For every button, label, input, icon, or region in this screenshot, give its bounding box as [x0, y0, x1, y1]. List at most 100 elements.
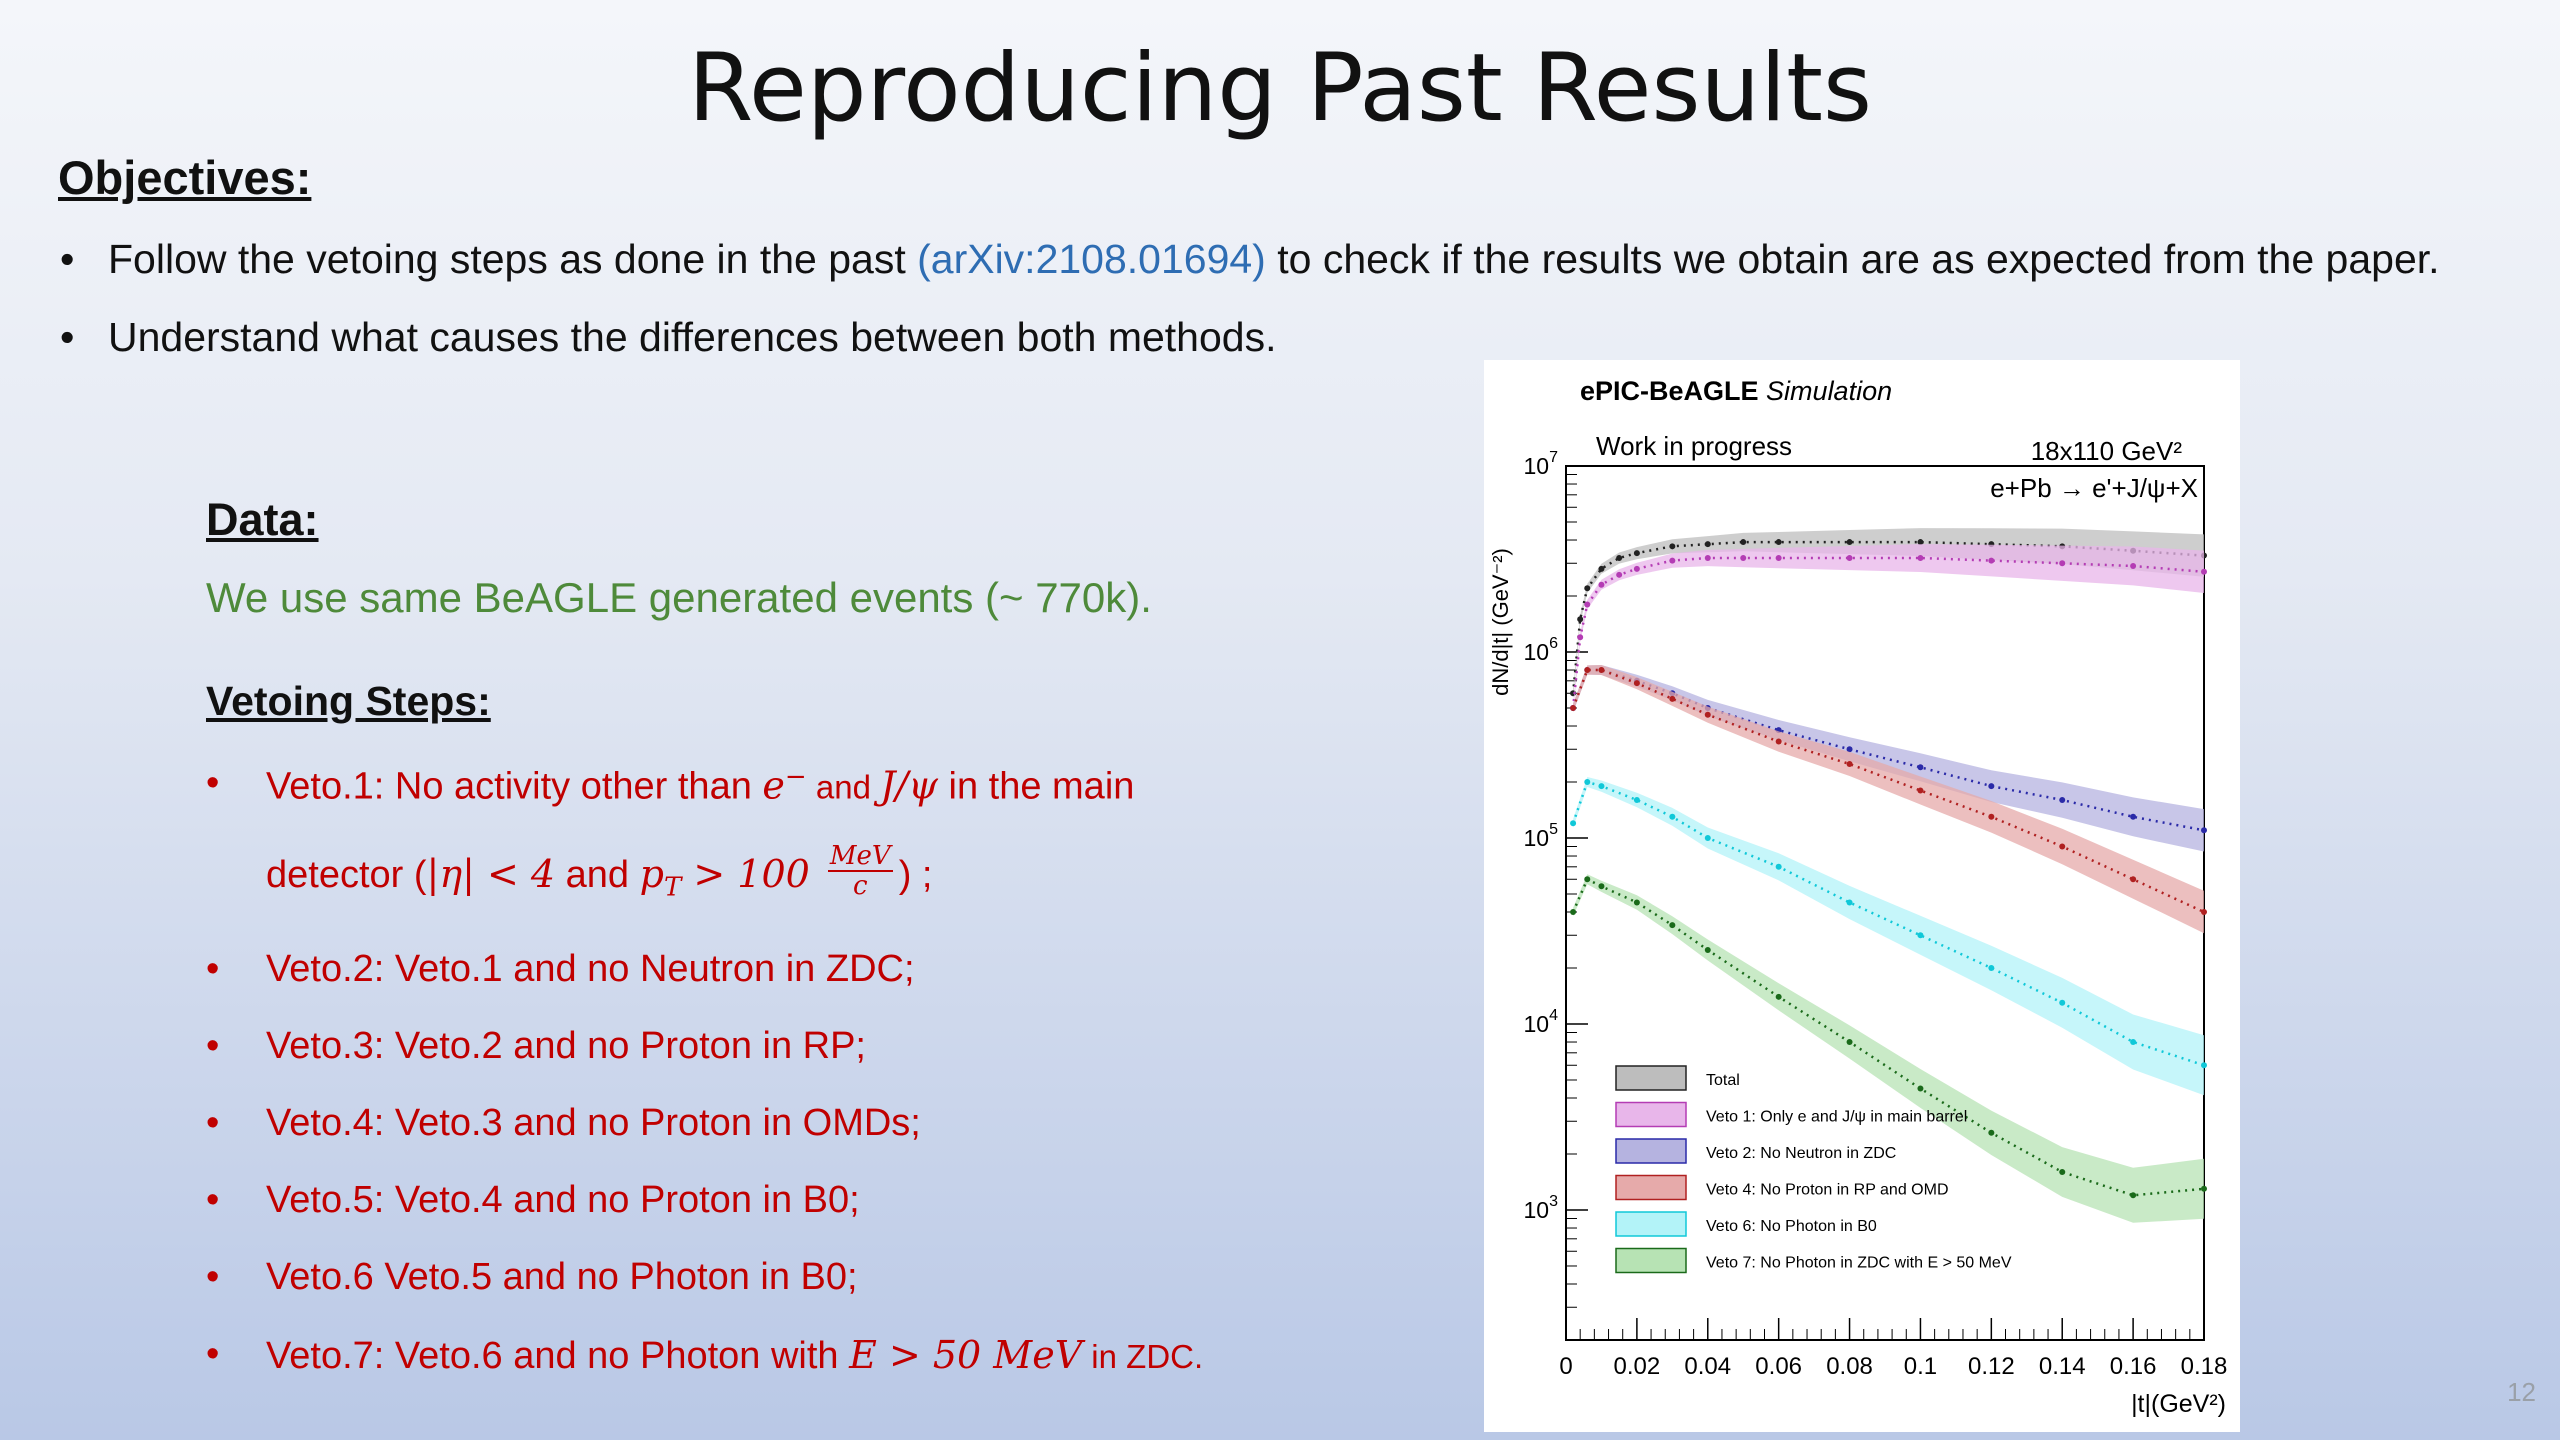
- data-point: [1917, 764, 1924, 771]
- series-error-band: [1573, 874, 2204, 1223]
- x-tick-label: 0.12: [1968, 1353, 2015, 1380]
- bullet-dot: •: [206, 762, 220, 804]
- data-point: [1704, 555, 1711, 562]
- veto-text-part: and: [806, 768, 881, 806]
- objective-text: Understand what causes the differences b…: [108, 314, 1277, 360]
- y-axis-label: dN/d|t| (GeV⁻²): [1488, 548, 1513, 696]
- legend-swatch: [1615, 1211, 1687, 1237]
- x-tick-label: 0.04: [1684, 1353, 1731, 1380]
- data-point: [1616, 555, 1623, 562]
- series-error-band: [1573, 544, 2204, 713]
- veto-item-1-cont: detector (|η| < 4 and pT > 100 MeV c) ;: [266, 842, 932, 906]
- y-tick-label: 103: [1524, 1193, 1559, 1223]
- veto-text: Veto.1: No activity other than e− and J/…: [266, 762, 1134, 809]
- x-tick-label: 0.08: [1826, 1353, 1873, 1380]
- data-point: [1704, 541, 1711, 548]
- data-point: [1633, 680, 1640, 687]
- data-point: [2130, 562, 2137, 569]
- veto-text-part: and: [555, 854, 640, 897]
- y-tick-label: 104: [1524, 1007, 1559, 1037]
- data-point: [2130, 876, 2137, 883]
- data-point: [1633, 565, 1640, 572]
- data-point: [1570, 909, 1577, 916]
- data-point: [1598, 883, 1605, 890]
- data-point: [1917, 787, 1924, 794]
- data-point: [1988, 783, 1995, 790]
- series-5: [1570, 777, 2207, 1096]
- data-point: [1988, 557, 1995, 564]
- series-error-band: [1573, 665, 2204, 934]
- objective-text-part: to check if the results we obtain are as…: [1265, 236, 2440, 282]
- plot-area: 0 0.02 0.04 0.06 0.08 0.1 0.12 0.14 0.16 0.18 103 1…: [1524, 449, 2228, 1380]
- series-error-band: [1573, 528, 2204, 698]
- bullet-dot: •: [206, 1179, 220, 1221]
- data-point: [1598, 565, 1605, 572]
- chart-header-italic: Simulation: [1759, 376, 1893, 406]
- data-point: [1917, 932, 1924, 939]
- data-point: [1669, 557, 1676, 564]
- data-point: [2130, 1039, 2137, 1046]
- data-point: [2201, 1062, 2207, 1069]
- data-point: [1669, 543, 1676, 550]
- y-tick-label: 105: [1524, 821, 1559, 851]
- veto-item-1: • Veto.1: No activity other than e− and …: [206, 762, 1134, 809]
- data-point: [1846, 760, 1853, 767]
- bullet-dot: •: [206, 1333, 220, 1375]
- series-error-band: [1573, 665, 2204, 852]
- work-in-progress-label: Work in progress: [1596, 431, 1792, 461]
- fraction-denominator: c: [853, 871, 868, 901]
- bullet-dot: •: [206, 1256, 220, 1298]
- data-point: [2201, 1185, 2207, 1192]
- data-point: [2059, 560, 2066, 567]
- data-point: [2201, 909, 2207, 916]
- veto-text-part: Veto.7: Veto.6 and no Photon with: [266, 1335, 850, 1377]
- data-point: [1577, 634, 1584, 641]
- objectives-list: • Follow the vetoing steps as done in th…: [58, 232, 2498, 388]
- legend-swatch: [1615, 1174, 1687, 1201]
- chart-header-bold: ePIC-BeAGLE: [1580, 376, 1759, 406]
- data-point: [1633, 550, 1640, 557]
- data-point: [1669, 922, 1676, 929]
- data-point: [1917, 1085, 1924, 1092]
- veto-text: detector (|η| < 4 and pT > 100 MeV c) ;: [266, 842, 932, 906]
- energy-label: 18x110 GeV²: [2031, 436, 2183, 466]
- math-energy-cut: E > 50 MeV: [849, 1333, 1083, 1377]
- dn-dt-chart: ePIC-BeAGLE Simulation Work in progress …: [1488, 376, 2228, 1418]
- series-error-band: [1573, 777, 2204, 1096]
- data-point: [2130, 1192, 2137, 1199]
- series-6: [1570, 874, 2207, 1223]
- data-point: [1633, 899, 1640, 906]
- data-point: [1846, 1039, 1853, 1046]
- fraction-numerator: MeV: [827, 841, 893, 872]
- x-tick-label: 0: [1559, 1353, 1572, 1380]
- data-point: [2201, 827, 2207, 834]
- data-point: [1775, 993, 1782, 1000]
- data-point: [1917, 539, 1924, 546]
- data-point: [1846, 746, 1853, 753]
- data-point: [1846, 555, 1853, 562]
- data-point: [1584, 601, 1591, 608]
- veto-item-2: • Veto.2: Veto.1 and no Neutron in ZDC;: [206, 948, 915, 991]
- x-tick-label: 0.02: [1614, 1353, 1661, 1380]
- data-point: [1988, 965, 1995, 972]
- legend-swatch: [1615, 1065, 1687, 1091]
- legend-swatch: [1615, 1138, 1687, 1164]
- bullet-dot: •: [206, 948, 220, 990]
- objective-text-part: Follow the vetoing steps as done in the …: [108, 236, 918, 282]
- data-point: [1740, 539, 1747, 546]
- legend-label: Veto 1: Only e and J/ψ in main barrel: [1706, 1109, 1967, 1126]
- x-tick-label: 0.14: [2039, 1353, 2086, 1380]
- process-label: e+Pb → e'+J/ψ+X: [1990, 473, 2198, 503]
- veto-text-part: in ZDC.: [1082, 1338, 1204, 1375]
- slide-title: Reproducing Past Results: [687, 34, 1873, 143]
- veto-text: Veto.4: Veto.3 and no Proton in OMDs;: [266, 1102, 921, 1144]
- arxiv-link[interactable]: (arXiv:2108.01694): [917, 236, 1266, 282]
- veto-text: Veto.5: Veto.4 and no Proton in B0;: [266, 1179, 860, 1221]
- math-subscript: T: [663, 872, 682, 903]
- veto-text-part: Veto.1: No activity other than: [266, 765, 763, 808]
- bullet-dot: •: [60, 314, 75, 360]
- series-2: [1570, 544, 2207, 713]
- x-tick-label: 0.06: [1755, 1353, 1802, 1380]
- x-axis-label: |t|(GeV²): [2131, 1390, 2226, 1418]
- objective-item: • Understand what causes the differences…: [58, 310, 2498, 364]
